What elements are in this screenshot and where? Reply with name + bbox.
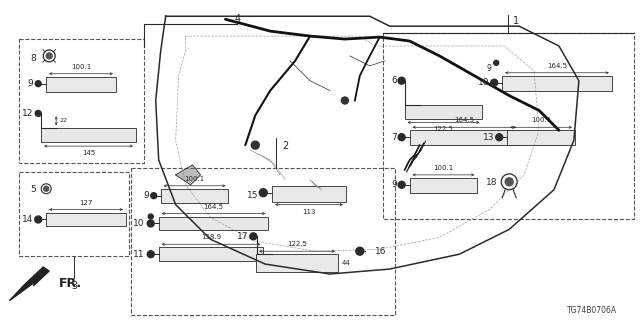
Circle shape (493, 60, 499, 65)
Text: 18: 18 (486, 178, 497, 187)
Circle shape (148, 214, 153, 219)
Text: 164.5: 164.5 (454, 117, 474, 123)
Circle shape (505, 178, 513, 186)
Bar (383, 33, 634, 220)
Circle shape (46, 53, 52, 59)
Text: 9: 9 (143, 191, 148, 200)
Text: FR.: FR. (59, 277, 83, 291)
Text: 100.1: 100.1 (433, 165, 454, 171)
Text: 10: 10 (133, 219, 145, 228)
Circle shape (147, 251, 154, 258)
Circle shape (35, 110, 41, 116)
Text: 44: 44 (342, 260, 351, 266)
Circle shape (341, 97, 348, 104)
Circle shape (496, 134, 502, 141)
Bar (19, 39, 144, 163)
Text: 9: 9 (486, 64, 492, 73)
Text: 2: 2 (282, 141, 288, 151)
Text: 8: 8 (31, 54, 36, 63)
Text: 14: 14 (22, 215, 33, 224)
Circle shape (356, 247, 364, 255)
Bar (410, 130, 519, 145)
Text: 100.1: 100.1 (531, 117, 551, 123)
Text: 12: 12 (22, 109, 33, 118)
Text: 127: 127 (79, 200, 93, 206)
Polygon shape (10, 267, 49, 301)
Text: 100.1: 100.1 (71, 64, 91, 70)
Circle shape (398, 134, 405, 141)
Text: 11: 11 (133, 250, 145, 259)
Bar (161, 189, 228, 203)
Bar (131, 168, 395, 315)
Bar (46, 77, 116, 92)
Circle shape (398, 181, 405, 188)
Bar (502, 76, 612, 91)
Text: 1: 1 (513, 16, 519, 26)
Text: 10: 10 (478, 78, 489, 87)
Bar (256, 254, 338, 272)
Text: 15: 15 (247, 191, 259, 200)
Text: 113: 113 (302, 209, 316, 215)
Text: 122.5: 122.5 (287, 241, 307, 247)
Bar (159, 217, 268, 230)
Circle shape (491, 79, 498, 86)
Text: 22: 22 (59, 118, 67, 123)
Text: 7: 7 (391, 133, 397, 142)
Text: 158.9: 158.9 (201, 234, 221, 240)
Text: 4: 4 (234, 14, 241, 24)
Text: 100.1: 100.1 (184, 176, 205, 182)
Bar (410, 178, 477, 193)
Text: 9: 9 (391, 180, 397, 189)
Bar (159, 247, 263, 261)
Bar (46, 212, 126, 227)
Text: 6: 6 (391, 76, 397, 85)
Circle shape (35, 81, 41, 87)
Circle shape (151, 193, 157, 199)
Bar (404, 106, 483, 119)
Circle shape (147, 220, 154, 227)
Circle shape (44, 186, 49, 191)
Bar (19, 172, 129, 256)
Text: 13: 13 (483, 133, 494, 142)
Circle shape (398, 77, 405, 84)
Circle shape (35, 216, 42, 223)
Text: TG74B0706A: TG74B0706A (566, 306, 617, 315)
Text: 9: 9 (28, 79, 33, 88)
Circle shape (250, 233, 257, 240)
Text: 122.5: 122.5 (433, 126, 453, 132)
Text: 5: 5 (31, 185, 36, 194)
Text: 145: 145 (82, 150, 95, 156)
Text: 16: 16 (375, 247, 387, 256)
Text: 164.5: 164.5 (204, 204, 223, 210)
Bar (41, 128, 136, 142)
Circle shape (259, 189, 268, 197)
Bar (272, 186, 346, 202)
Text: 164.5: 164.5 (547, 63, 567, 69)
Bar (507, 130, 575, 145)
Text: 3: 3 (71, 281, 77, 291)
Text: 17: 17 (237, 232, 248, 241)
Circle shape (252, 141, 259, 149)
Polygon shape (175, 165, 200, 185)
